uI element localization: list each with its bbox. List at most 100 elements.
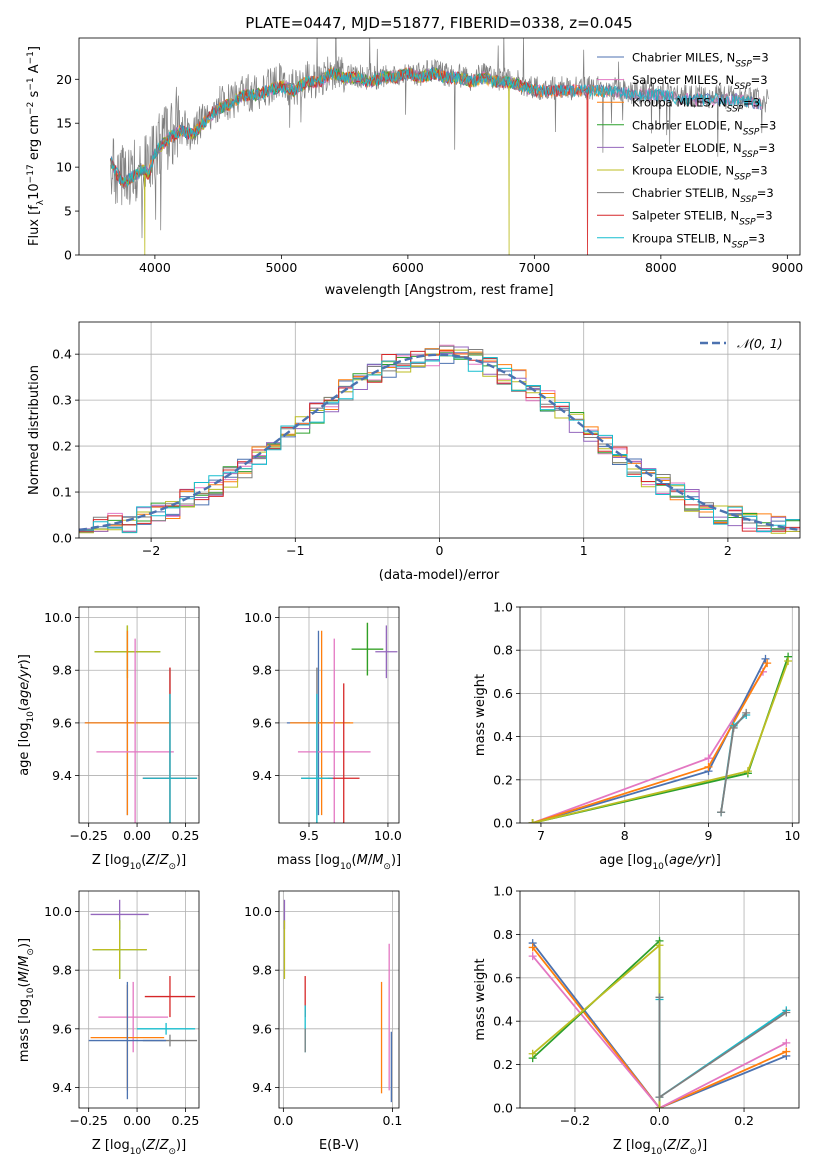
- plot-area: [286, 622, 398, 823]
- y-tick-label: 9.8: [52, 663, 72, 678]
- y-tick-label: 10.0: [244, 610, 272, 625]
- x-tick-label: 0.25: [172, 1113, 200, 1128]
- x-tick-label: −0.25: [70, 828, 108, 843]
- axes-frame: −0.2 0.0 0.2 0.0 0.2 0.4 0.6 0.8 1.0 Z [log10(Z/Z…: [473, 884, 800, 1157]
- weight-marker: [763, 659, 772, 668]
- weight-marker: [655, 1093, 664, 1102]
- y-tick-label: 0.8: [493, 643, 513, 658]
- axes-border: [278, 606, 400, 824]
- y-tick-label: 9.6: [52, 715, 72, 730]
- x-tick-label: 0.2: [734, 1113, 754, 1128]
- y-tick-label: 0.2: [52, 439, 72, 454]
- legend-entry: Kroupa MILES, NSSP=3: [632, 96, 760, 115]
- x-tick-label: 9000: [771, 260, 803, 275]
- weight-line: [531, 942, 787, 1108]
- plot-area: [110, 38, 769, 255]
- x-tick-label: 4000: [139, 260, 171, 275]
- y-tick-label: 0: [64, 248, 72, 263]
- x-tick-label: 8: [621, 828, 629, 843]
- x-tick-label: 9: [705, 828, 713, 843]
- axes-frame: 7 8 9 10 0.0 0.2 0.4 0.6 0.8 1.0 age [log10(age/yr…: [473, 600, 800, 873]
- y-tick-label: 0.0: [52, 531, 72, 546]
- mass-age-axes: 9.5 10.0 9.4 9.6 9.8 10.0 mass [log10(M/M⊙)]: [244, 606, 402, 872]
- weight-marker: [782, 1008, 791, 1017]
- x-tick-label: 0.0: [273, 1113, 293, 1128]
- x-tick-label: 0: [436, 543, 444, 558]
- legend-entry: Kroupa STELIB, NSSP=3: [632, 231, 765, 250]
- y-axis-label: Normed distribution: [27, 365, 42, 495]
- x-tick-label: 5000: [265, 260, 297, 275]
- y-tick-label: 0.0: [493, 1101, 513, 1116]
- x-tick-label: 0.00: [123, 828, 151, 843]
- legend-entry: Chabrier STELIB, NSSP=3: [632, 186, 774, 205]
- residuals-axes: −2 −1 0 1 2 0.0 0.1 0.2 0.3 0.4 (data-model)/error…: [27, 321, 801, 583]
- ebv-mass-axes: 0.0 0.1 9.4 9.6 9.8 10.0 E(B-V): [244, 890, 402, 1153]
- x-tick-label: −1: [286, 543, 304, 558]
- z-weight-axes: −0.2 0.0 0.2 0.0 0.2 0.4 0.6 0.8 1.0 Z [log10(Z/Z…: [473, 884, 800, 1157]
- spectrum-axes: 4000 5000 6000 7000 8000 9000 0 5 10 15 20 PLATE=04…: [26, 14, 803, 298]
- y-axis-label: Flux [fλ10−17 erg cm−2 s−1 A−1]: [26, 46, 46, 246]
- weight-marker: [655, 1104, 664, 1108]
- y-tick-label: 0.2: [493, 1057, 513, 1072]
- y-tick-label: 0.6: [493, 686, 513, 701]
- residual-histogram-step: [79, 355, 800, 534]
- x-tick-label: 2: [724, 543, 732, 558]
- y-tick-label: 0.2: [493, 772, 513, 787]
- model-spectrum-line: [110, 66, 535, 255]
- axes-frame: 9.5 10.0 9.4 9.6 9.8 10.0 mass [log10(M/M⊙)]: [244, 606, 402, 872]
- axes-frame: 0.0 0.1 9.4 9.6 9.8 10.0 E(B-V): [244, 890, 402, 1153]
- x-axis-label: (data-model)/error: [379, 568, 500, 583]
- weight-marker: [528, 1049, 537, 1058]
- y-tick-label: 5: [64, 204, 72, 219]
- y-tick-label: 10.0: [44, 610, 72, 625]
- model-spectrum-line: [110, 67, 589, 255]
- y-tick-label: 9.6: [52, 1021, 72, 1036]
- weight-marker: [655, 993, 664, 1002]
- legend-entry: Salpeter STELIB, NSSP=3: [632, 209, 773, 228]
- x-tick-label: 7000: [518, 260, 550, 275]
- weight-line: [532, 671, 764, 823]
- y-tick-label: 9.4: [52, 768, 72, 783]
- weight-marker: [743, 767, 752, 776]
- weight-line: [532, 955, 787, 1108]
- plot-area: [528, 652, 793, 823]
- x-tick-label: 10.0: [374, 828, 402, 843]
- y-tick-label: 10: [56, 160, 72, 175]
- x-tick-label: 7: [537, 828, 545, 843]
- y-tick-label: 10.0: [44, 904, 72, 919]
- y-tick-label: 9.6: [252, 715, 272, 730]
- axes-border: [278, 890, 400, 1109]
- plot-area: [79, 344, 800, 534]
- normal-distribution-curve: [79, 353, 800, 532]
- legend-entry: Kroupa ELODIE, NSSP=3: [632, 164, 768, 183]
- chart-title: PLATE=0447, MJD=51877, FIBERID=0338, z=0…: [245, 14, 632, 32]
- y-axis-label: mass [log10(M/M⊙)]: [17, 938, 36, 1062]
- x-tick-label: 10: [784, 828, 800, 843]
- weight-marker: [782, 1047, 791, 1056]
- y-axis-label: mass weight: [473, 958, 488, 1040]
- legend-entry: Salpeter MILES, NSSP=3: [632, 73, 768, 92]
- legend-entry: Chabrier MILES, NSSP=3: [632, 51, 769, 70]
- x-tick-label: 6000: [392, 260, 424, 275]
- axes-border: [519, 606, 800, 824]
- weight-marker: [528, 943, 537, 952]
- y-tick-label: 0.6: [493, 970, 513, 985]
- axes-frame: 4000 5000 6000 7000 8000 9000 0 5 10 15 20 PLATE=04…: [26, 14, 803, 298]
- weight-line: [532, 656, 789, 823]
- x-axis-label: wavelength [Angstrom, rest frame]: [325, 283, 554, 298]
- y-tick-label: 0.3: [52, 393, 72, 408]
- weight-marker: [655, 941, 664, 950]
- plot-area: [528, 936, 791, 1108]
- x-tick-label: −0.2: [560, 1113, 590, 1128]
- y-tick-label: 9.4: [252, 1080, 272, 1095]
- y-tick-label: 10.0: [244, 904, 272, 919]
- y-tick-label: 1.0: [493, 600, 513, 615]
- axes-frame: −0.25 0.00 0.25 9.4 9.6 9.8 10.0 Z [log10(Z/Z⊙)…: [17, 890, 200, 1157]
- axes-border: [78, 606, 200, 824]
- legend-entry: Salpeter ELODIE, NSSP=3: [632, 141, 775, 160]
- x-tick-label: 0.25: [172, 828, 200, 843]
- model-spectrum-line: [110, 68, 762, 187]
- x-tick-label: 0.00: [123, 1113, 151, 1128]
- weight-marker: [704, 762, 713, 771]
- y-tick-label: 0.4: [493, 729, 513, 744]
